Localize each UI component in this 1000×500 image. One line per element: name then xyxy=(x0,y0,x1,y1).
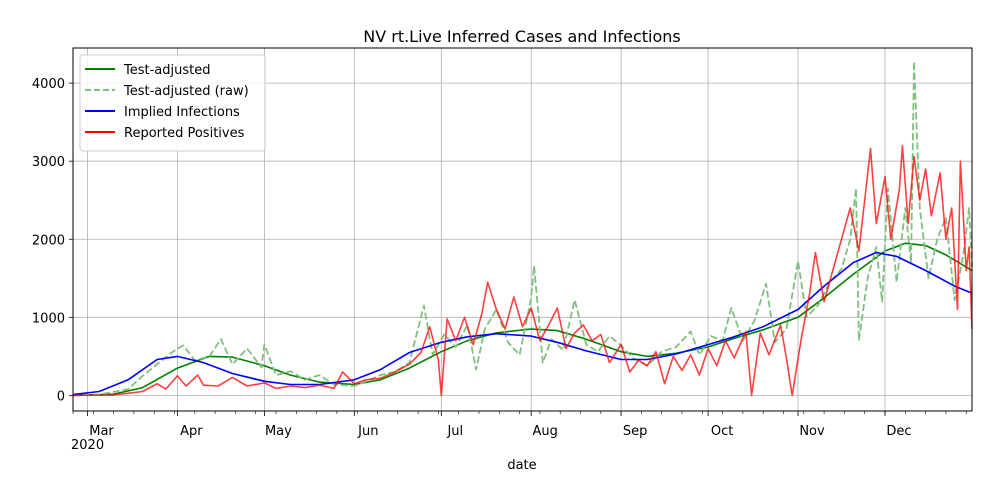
series-line-1 xyxy=(72,60,973,397)
legend-label-1: Test-adjusted (raw) xyxy=(123,84,249,99)
y-tick-label: 1000 xyxy=(32,311,65,326)
x-tick-label-dec: Dec xyxy=(886,424,911,439)
x-axis-label: date xyxy=(507,458,536,473)
legend: Test-adjusted Test-adjusted (raw) Implied … xyxy=(79,54,266,152)
plot-frame xyxy=(72,47,973,412)
legend-box xyxy=(79,54,266,152)
x-tick-label-jun: Jun xyxy=(357,424,378,439)
series-line-2 xyxy=(72,251,973,396)
y-tick-label: 0 xyxy=(57,389,65,404)
x-tick-label-apr: Apr xyxy=(180,424,203,439)
x-tick-label-sep: Sep xyxy=(623,424,648,439)
x-tick-label-mar: Mar xyxy=(89,424,114,439)
legend-label-3: Reported Positives xyxy=(124,126,245,141)
chart-title: NV rt.Live Inferred Cases and Infections xyxy=(363,27,681,46)
series-line-3 xyxy=(72,144,973,397)
x-year-label: 2020 xyxy=(71,438,104,453)
x-tick-label-may: May xyxy=(265,424,292,439)
y-tick-label: 4000 xyxy=(32,77,65,92)
y-tick-label: 2000 xyxy=(32,233,65,248)
plot-series xyxy=(72,60,973,397)
legend-label-0: Test-adjusted xyxy=(123,63,210,78)
x-tick-label-jul: Jul xyxy=(446,424,463,439)
y-tick-label: 3000 xyxy=(32,155,65,170)
axis-ticks: 0 1000 2000 3000 4000 Mar Apr May Jun Jul Aug Sep Oc… xyxy=(32,77,967,439)
legend-label-2: Implied Infections xyxy=(124,105,240,120)
x-tick-label-aug: Aug xyxy=(533,424,558,439)
x-tick-label-oct: Oct xyxy=(711,424,733,439)
x-tick-label-nov: Nov xyxy=(799,424,825,439)
